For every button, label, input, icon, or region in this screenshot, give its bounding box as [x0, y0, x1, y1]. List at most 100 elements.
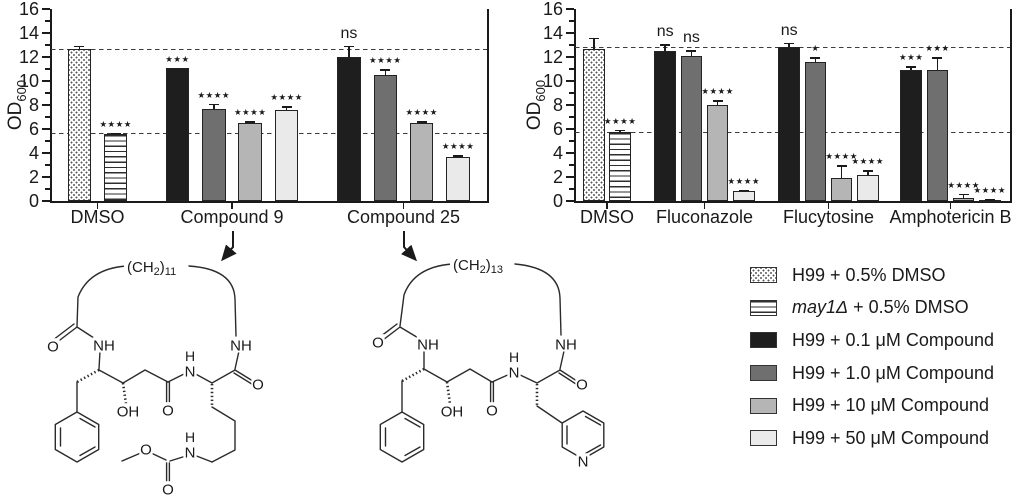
x-tick: [949, 202, 952, 209]
y-tick-label: 16: [18, 0, 39, 19]
y-axis: [50, 9, 52, 203]
significance-label: ★★★: [165, 53, 190, 64]
significance-label: ★★★★: [825, 151, 858, 161]
y-minor-tick: [569, 188, 574, 190]
error-bar-cap: [110, 132, 121, 135]
y-tick-label: 2: [552, 167, 563, 187]
y-minor-tick: [569, 68, 574, 70]
y-axis: [574, 9, 576, 203]
y-major-tick: [566, 32, 574, 34]
legend-item-4: H99 + 10 μM Compound: [750, 389, 994, 422]
y-minor-tick: [45, 188, 50, 190]
bar: [103, 133, 128, 201]
reference-line: [51, 133, 487, 135]
error-bar-cap: [208, 103, 219, 106]
error-bar-cap: [74, 45, 85, 48]
bar: [706, 105, 729, 201]
y-minor-tick: [45, 116, 50, 118]
x-group-label: DMSO: [70, 207, 125, 227]
significance-label: ★★★★: [851, 156, 885, 167]
bar: [202, 108, 226, 201]
error-bar-cap: [686, 50, 697, 52]
legend-swatch-darkgray: [750, 365, 777, 382]
x-group-label: Compound 25: [346, 207, 461, 227]
bar: [609, 132, 631, 201]
bar: [373, 75, 398, 201]
significance-label: ★★★★: [603, 115, 637, 126]
bar: [733, 191, 755, 201]
significance-label: ★★★★: [99, 118, 132, 129]
y-tick-label: 14: [542, 23, 563, 43]
y-minor-tick: [569, 20, 574, 22]
bar: [680, 55, 703, 201]
y-major-tick: [566, 8, 574, 10]
error-bar: [788, 42, 790, 48]
bar: [337, 57, 361, 201]
significance-label: ★★★★: [369, 55, 402, 65]
error-bar-cap: [862, 170, 873, 172]
y-minor-tick: [569, 116, 574, 118]
legend-item-3: H99 + 1.0 μM Compound: [750, 357, 994, 390]
legend-item-2: H99 + 0.1 μM Compound: [750, 324, 994, 357]
y-major-tick: [42, 152, 50, 154]
error-bar: [840, 165, 843, 179]
y-tick-label: 4: [28, 143, 39, 163]
bar: [804, 61, 827, 201]
bar: [583, 48, 605, 201]
y-minor-tick: [45, 44, 50, 46]
bar: [778, 47, 800, 201]
y-major-tick: [42, 80, 50, 82]
y-minor-tick: [569, 164, 574, 166]
legend-label: H99 + 1.0 μM Compound: [792, 362, 994, 383]
x-tick: [827, 202, 830, 209]
significance-label: ★★★★: [727, 175, 761, 186]
error-bar-cap: [836, 165, 847, 167]
y-tick-label: 0: [28, 191, 39, 211]
y-major-tick: [566, 56, 574, 58]
error-bar: [867, 170, 869, 175]
y-major-tick: [42, 8, 50, 10]
error-bar: [213, 103, 215, 109]
bar: [900, 69, 922, 201]
bar: [274, 110, 299, 201]
y-major-tick: [42, 104, 50, 106]
y-major-tick: [42, 200, 50, 202]
y-major-tick: [566, 104, 574, 106]
y-minor-tick: [569, 140, 574, 142]
error-bar: [814, 57, 817, 62]
significance-label: ★: [811, 43, 820, 53]
plot-right-border: [487, 9, 489, 203]
legend-item-1: may1Δ + 0.5% DMSO: [750, 292, 994, 325]
y-tick-label: 10: [18, 71, 39, 91]
significance-label: ★★★: [925, 43, 950, 53]
error-bar-cap: [738, 189, 749, 192]
y-major-tick: [42, 128, 50, 130]
legend: H99 + 0.5% DMSO may1Δ + 0.5% DMSO H99 + 0.…: [750, 259, 994, 455]
legend-swatch-lightgray: [750, 430, 777, 447]
legend-swatch-black: [750, 332, 777, 349]
y-tick-label: 6: [28, 119, 39, 139]
y-minor-tick: [569, 44, 574, 46]
bar: [926, 70, 949, 201]
significance-label: ★★★★: [233, 107, 267, 118]
error-bar: [664, 44, 666, 51]
bar: [409, 123, 434, 201]
bar: [67, 49, 92, 201]
y-tick-label: 0: [552, 191, 563, 211]
legend-label: H99 + 50 μM Compound: [792, 427, 989, 448]
y-major-tick: [566, 80, 574, 82]
legend-item-0: H99 + 0.5% DMSO: [750, 259, 994, 292]
bar: [165, 67, 190, 201]
error-bar: [962, 193, 965, 198]
bar: [446, 157, 470, 201]
significance-label: ★★★★: [947, 179, 980, 190]
error-bar: [348, 45, 350, 57]
y-tick-label: 2: [28, 167, 39, 187]
y-major-tick: [566, 176, 574, 178]
y-tick-label: 10: [542, 71, 563, 91]
error-bar-cap: [343, 45, 354, 48]
y-minor-tick: [45, 68, 50, 70]
error-bar: [716, 100, 719, 105]
x-tick: [402, 202, 405, 209]
